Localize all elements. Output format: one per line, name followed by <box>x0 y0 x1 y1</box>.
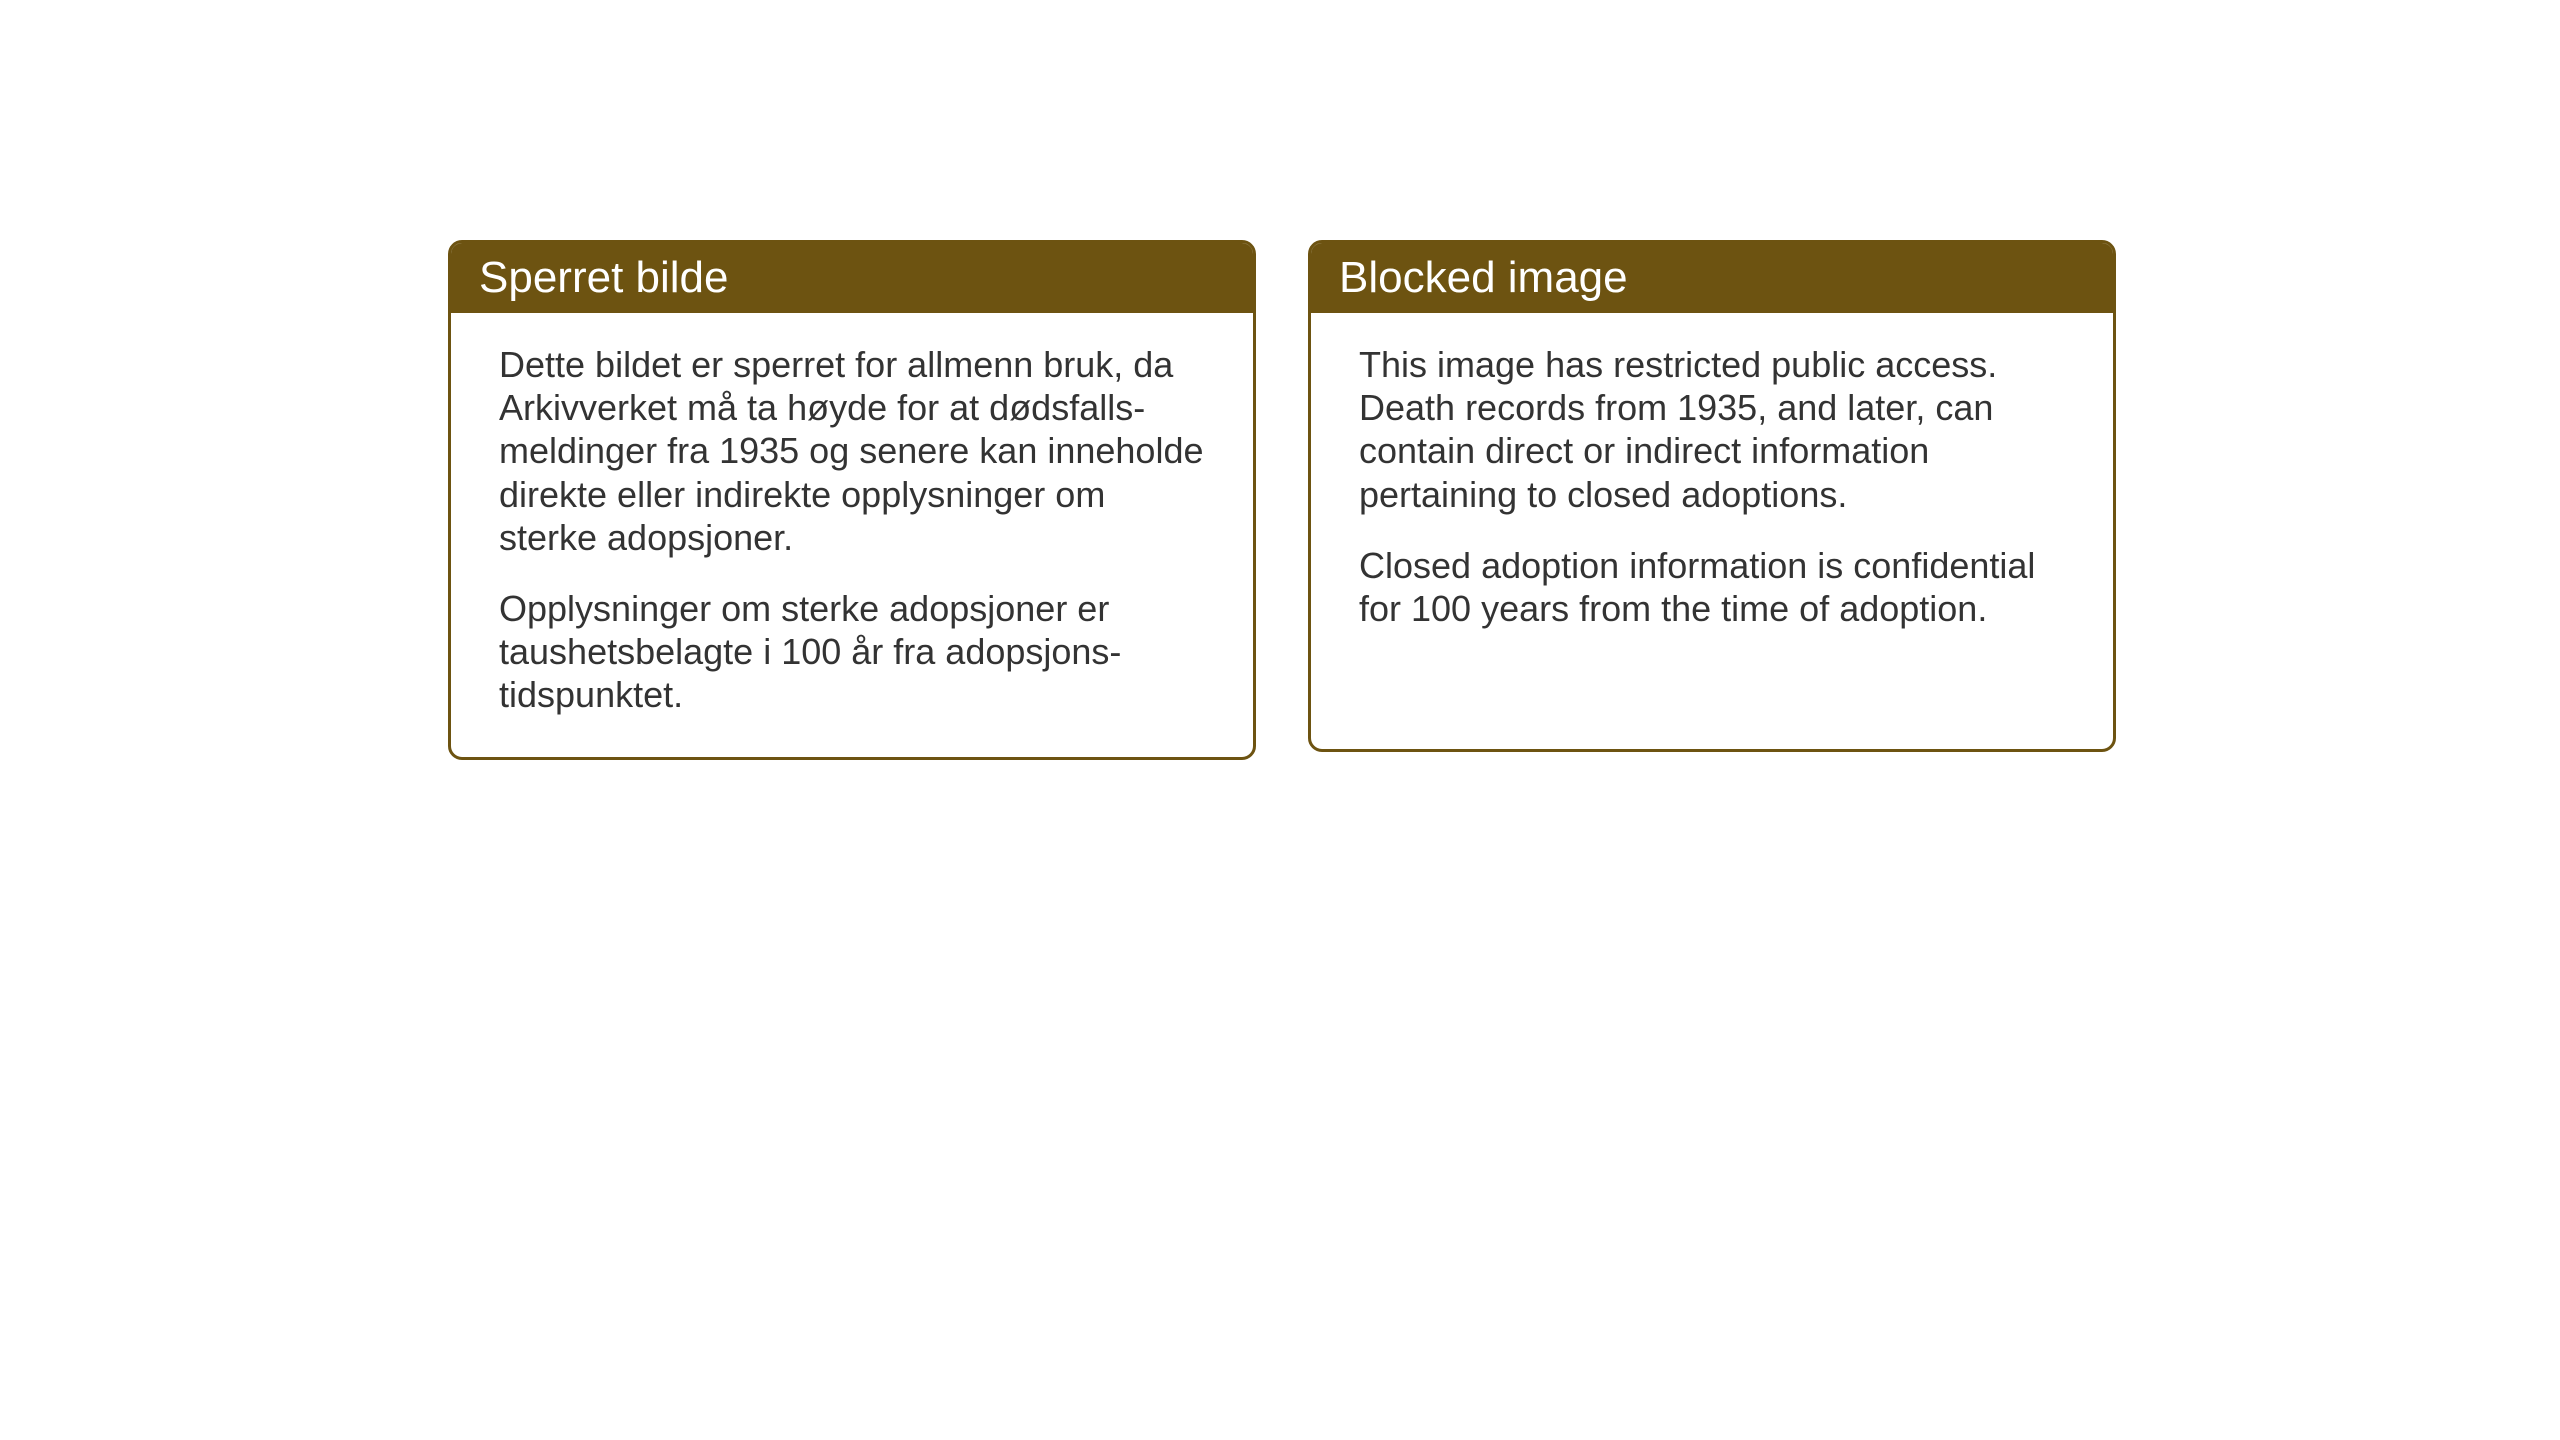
panel-english-title: Blocked image <box>1339 253 1628 302</box>
panel-norwegian-paragraph-1: Dette bildet er sperret for allmenn bruk… <box>499 343 1205 559</box>
panel-english-body: This image has restricted public access.… <box>1311 313 2113 670</box>
panel-norwegian-title: Sperret bilde <box>479 253 728 302</box>
panel-norwegian-header: Sperret bilde <box>451 243 1253 313</box>
panel-norwegian-paragraph-2: Opplysninger om sterke adopsjoner er tau… <box>499 587 1205 717</box>
panel-english-paragraph-2: Closed adoption information is confident… <box>1359 544 2065 630</box>
panel-norwegian-body: Dette bildet er sperret for allmenn bruk… <box>451 313 1253 757</box>
panels-container: Sperret bilde Dette bildet er sperret fo… <box>448 240 2116 760</box>
panel-english-header: Blocked image <box>1311 243 2113 313</box>
panel-norwegian: Sperret bilde Dette bildet er sperret fo… <box>448 240 1256 760</box>
panel-english: Blocked image This image has restricted … <box>1308 240 2116 752</box>
panel-english-paragraph-1: This image has restricted public access.… <box>1359 343 2065 516</box>
